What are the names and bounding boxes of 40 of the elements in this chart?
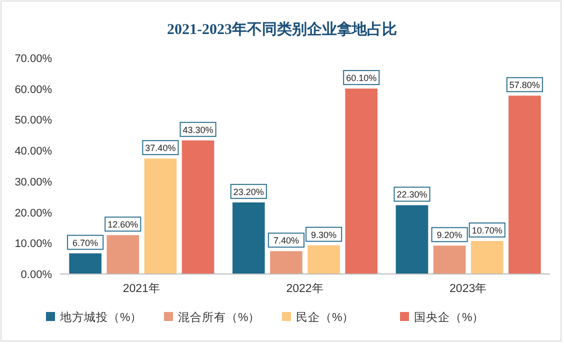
data-label: 9.20%: [436, 230, 462, 240]
bar: [144, 158, 177, 274]
bar: [106, 235, 140, 274]
data-label: 60.10%: [346, 73, 377, 84]
chart-title: 2021-2023年不同类别企业拿地占比: [167, 21, 397, 38]
y-tick-label: 60.00%: [14, 84, 52, 96]
bar: [232, 202, 265, 274]
data-label: 43.30%: [182, 124, 214, 135]
data-label: 23.20%: [233, 186, 264, 197]
x-tick-label: 2023年: [450, 282, 488, 295]
data-label: 22.30%: [396, 190, 428, 200]
bar: [270, 251, 302, 274]
bar: [308, 245, 340, 274]
bar: [433, 246, 466, 274]
y-tick-label: 50.00%: [14, 114, 52, 127]
legend-label: 民企（%）: [296, 311, 354, 324]
y-tick-label: 20.00%: [14, 207, 52, 220]
bar: [508, 96, 541, 274]
legend-label: 国央企（%）: [414, 311, 484, 324]
y-tick-label: 30.00%: [14, 176, 52, 188]
legend-label: 混合所有（%）: [178, 311, 260, 324]
bar: [69, 253, 102, 274]
data-label: 7.40%: [273, 236, 299, 246]
data-label: 6.70%: [72, 238, 98, 248]
bar: [182, 140, 214, 274]
y-tick-label: 10.00%: [14, 238, 52, 250]
x-tick-label: 2021年: [122, 282, 160, 295]
bar: [470, 240, 504, 274]
y-tick-label: 70.00%: [14, 53, 52, 65]
bar: [345, 88, 378, 274]
data-label: 9.30%: [311, 230, 337, 240]
data-label: 57.80%: [509, 80, 540, 90]
bar: [396, 205, 428, 274]
y-tick-label: 0.00%: [20, 269, 52, 281]
legend-label: 地方城投（%）: [59, 310, 142, 324]
data-label: 37.40%: [145, 143, 176, 154]
data-label: 10.70%: [472, 225, 502, 236]
data-label: 12.60%: [108, 220, 138, 230]
x-tick-label: 2022年: [286, 282, 324, 295]
y-tick-label: 40.00%: [14, 146, 52, 158]
